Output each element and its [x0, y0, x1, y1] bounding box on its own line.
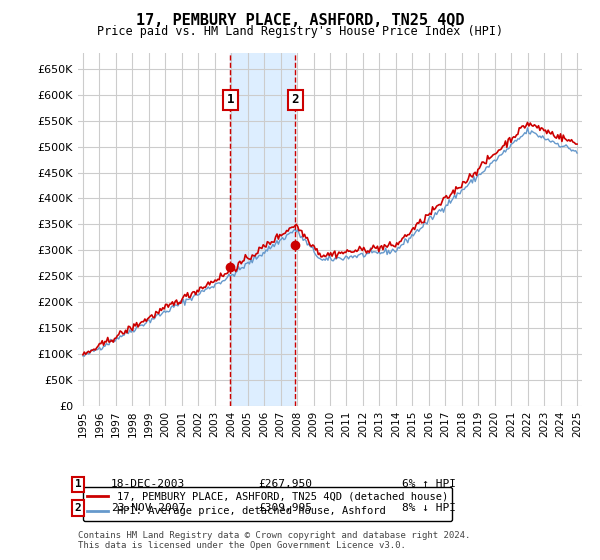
- Text: 17, PEMBURY PLACE, ASHFORD, TN25 4QD: 17, PEMBURY PLACE, ASHFORD, TN25 4QD: [136, 13, 464, 28]
- Text: Price paid vs. HM Land Registry's House Price Index (HPI): Price paid vs. HM Land Registry's House …: [97, 25, 503, 38]
- Text: 18-DEC-2003: 18-DEC-2003: [111, 479, 185, 489]
- Text: 6% ↑ HPI: 6% ↑ HPI: [402, 479, 456, 489]
- Text: £309,995: £309,995: [258, 503, 312, 513]
- Text: 8% ↓ HPI: 8% ↓ HPI: [402, 503, 456, 513]
- Text: Contains HM Land Registry data © Crown copyright and database right 2024.
This d: Contains HM Land Registry data © Crown c…: [78, 530, 470, 550]
- Text: 1: 1: [227, 94, 234, 106]
- Text: 23-NOV-2007: 23-NOV-2007: [111, 503, 185, 513]
- Legend: 17, PEMBURY PLACE, ASHFORD, TN25 4QD (detached house), HPI: Average price, detac: 17, PEMBURY PLACE, ASHFORD, TN25 4QD (de…: [83, 487, 452, 521]
- Text: 1: 1: [74, 479, 82, 489]
- Text: 2: 2: [74, 503, 82, 513]
- Text: 2: 2: [292, 94, 299, 106]
- Text: £267,950: £267,950: [258, 479, 312, 489]
- Bar: [230, 53, 295, 406]
